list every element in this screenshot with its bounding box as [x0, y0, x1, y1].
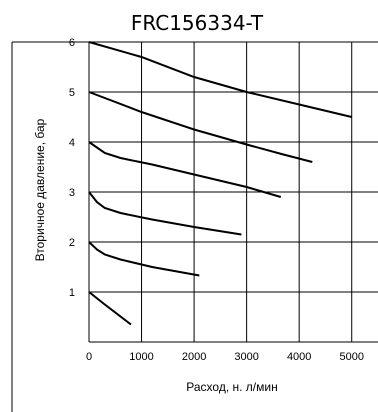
pressure-curves [88, 41, 352, 326]
x-tick-label: 2000 [182, 351, 206, 363]
x-tick-label: 5000 [339, 351, 363, 363]
x-tick-label: 0 [86, 351, 92, 363]
y-tick-label: 3 [69, 187, 75, 199]
y-tick-labels: 1 2 3 4 5 6 [69, 37, 75, 299]
y-axis-label: Вторичное давление, бар [33, 118, 47, 261]
chart-title: FRC156334-T [131, 11, 264, 35]
plot-frame [11, 41, 89, 412]
pressure-curve-5 [88, 91, 313, 163]
pressure-curve-6 [88, 41, 352, 118]
y-tick-label: 2 [69, 237, 75, 249]
x-tick-label: 4000 [287, 351, 311, 363]
x-tick-label: 1000 [129, 351, 153, 363]
y-tick-label: 4 [69, 137, 75, 149]
y-tick-label: 6 [69, 37, 75, 49]
pressure-curve-1 [88, 291, 132, 326]
pressure-curve-3 [88, 191, 242, 236]
x-tick-labels: 0 1000 2000 3000 4000 5000 [86, 351, 364, 363]
x-tick-label: 3000 [234, 351, 258, 363]
y-tick-label: 5 [69, 87, 75, 99]
pressure-curve-2 [88, 241, 200, 277]
pressure-curve-4 [88, 141, 282, 198]
x-axis-label: Расход, н. л/мин [186, 380, 277, 394]
y-tick-label: 1 [69, 287, 75, 299]
grid [88, 41, 378, 343]
